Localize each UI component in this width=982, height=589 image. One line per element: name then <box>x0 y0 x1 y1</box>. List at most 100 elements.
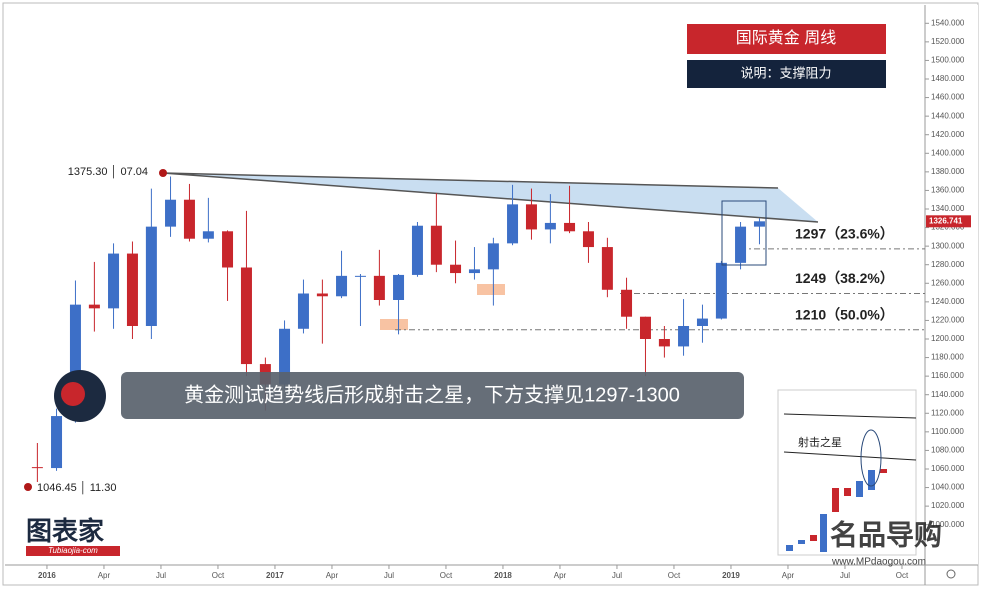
inset-line <box>783 451 917 461</box>
x-tick-label: Jul <box>384 571 394 580</box>
inset-candle <box>798 540 805 544</box>
candle-body <box>165 199 177 227</box>
low-note: 1046.45 │ 11.30 <box>37 480 116 495</box>
candle-body <box>430 225 442 265</box>
last-price-box <box>926 215 971 228</box>
x-tick-label: Jul <box>840 571 850 580</box>
inset-ellipse <box>860 429 882 487</box>
candle-body <box>411 225 423 275</box>
banner-text: 黄金测试趋势线后形成射击之星，下方支撑见1297-1300 <box>184 383 680 406</box>
level-label: 1210（50.0%） <box>795 306 894 322</box>
candle-body <box>468 269 480 274</box>
y-tick-label: 1120.000 <box>931 408 964 417</box>
trend-line <box>162 172 779 189</box>
low-marker <box>24 483 32 491</box>
candle-body <box>202 231 214 239</box>
pattern-box <box>721 200 767 266</box>
y-tick-label: 1420.000 <box>931 130 965 139</box>
y-tick-label: 1380.000 <box>931 167 965 176</box>
settings-icon <box>946 569 956 579</box>
banner <box>121 372 744 419</box>
candle-body <box>487 243 499 270</box>
x-tick-label: 2019 <box>722 571 740 580</box>
candle-body <box>316 293 328 297</box>
y-tick-label: 1300.000 <box>931 241 965 250</box>
trend-line <box>162 172 819 223</box>
candle-body <box>639 316 651 339</box>
candle-body <box>336 275 348 297</box>
y-tick-label: 1220.000 <box>931 316 965 325</box>
x-tick-label: Oct <box>668 571 681 580</box>
candle-body <box>279 328 291 385</box>
inset-candle <box>856 481 863 497</box>
y-tick-label: 1020.000 <box>931 501 965 510</box>
x-tick-label: Apr <box>98 571 111 580</box>
candle-body <box>354 275 366 277</box>
x-tick-label: 2016 <box>38 571 56 580</box>
y-tick-label: 1540.000 <box>931 18 965 27</box>
x-tick-label: 2017 <box>266 571 284 580</box>
inset-candle <box>868 470 875 490</box>
candle-body <box>51 416 63 469</box>
inset-candle <box>820 514 827 552</box>
level-label: 1249（38.2%） <box>795 270 894 286</box>
logo-face <box>61 382 85 406</box>
candle-body <box>678 325 690 347</box>
candle-body <box>658 338 670 347</box>
x-tick-label: Jul <box>156 571 166 580</box>
y-tick-label: 1460.000 <box>931 93 965 102</box>
logo: 图表家 <box>26 516 104 546</box>
candle-body <box>735 226 747 263</box>
candle-body <box>621 289 633 317</box>
high-marker <box>159 169 167 177</box>
subtitle-box <box>687 60 886 88</box>
candle-body <box>696 318 708 326</box>
y-tick-label: 1200.000 <box>931 334 965 343</box>
x-tick-label: Oct <box>896 571 909 580</box>
watermark: 名品导购 <box>830 518 942 550</box>
candle-body <box>108 253 120 309</box>
high-note: 1375.30 │ 07.04 <box>68 164 148 179</box>
y-tick-label: 1160.000 <box>931 371 964 380</box>
y-tick-label: 1280.000 <box>931 260 965 269</box>
y-tick-label: 1240.000 <box>931 297 965 306</box>
y-tick-label: 1340.000 <box>931 204 965 213</box>
y-tick-label: 1480.000 <box>931 74 965 83</box>
candle-body <box>715 262 727 319</box>
candle-body <box>450 264 462 274</box>
candle-body <box>222 231 234 268</box>
y-axis-panel <box>925 5 978 565</box>
logo-strip <box>26 546 120 556</box>
x-tick-label: Apr <box>782 571 795 580</box>
highlight <box>477 284 505 295</box>
y-tick-label: 1000.000 <box>931 520 965 529</box>
candle-body <box>582 231 594 248</box>
candle-body <box>31 467 43 469</box>
inset-line <box>783 413 917 419</box>
candle-body <box>145 226 157 326</box>
candle-body <box>525 204 537 230</box>
last-price-label: 1326.741 <box>929 216 963 225</box>
candle-body <box>393 274 405 300</box>
x-tick-label: Apr <box>326 571 339 580</box>
y-tick-label: 1260.000 <box>931 278 965 287</box>
inset-candle <box>844 488 851 496</box>
title-box <box>687 24 886 54</box>
candle-body <box>183 199 195 239</box>
candle-body <box>564 222 576 232</box>
inset-candle <box>832 488 839 512</box>
candle-body <box>297 293 309 329</box>
candle-body <box>240 267 252 365</box>
inset-candle <box>810 535 817 541</box>
inset-candle <box>880 469 887 473</box>
x-tick-label: 2018 <box>494 571 512 580</box>
inset-candle <box>786 545 793 551</box>
candle-body <box>373 275 385 300</box>
title-text: 国际黄金 周线 <box>736 29 836 47</box>
x-tick-label: Jul <box>612 571 622 580</box>
y-tick-label: 1060.000 <box>931 464 965 473</box>
subtitle-text: 说明：支撑阻力 <box>740 65 831 80</box>
logo-url: Tubiaojia-com <box>48 546 98 555</box>
y-tick-label: 1100.000 <box>931 427 964 436</box>
